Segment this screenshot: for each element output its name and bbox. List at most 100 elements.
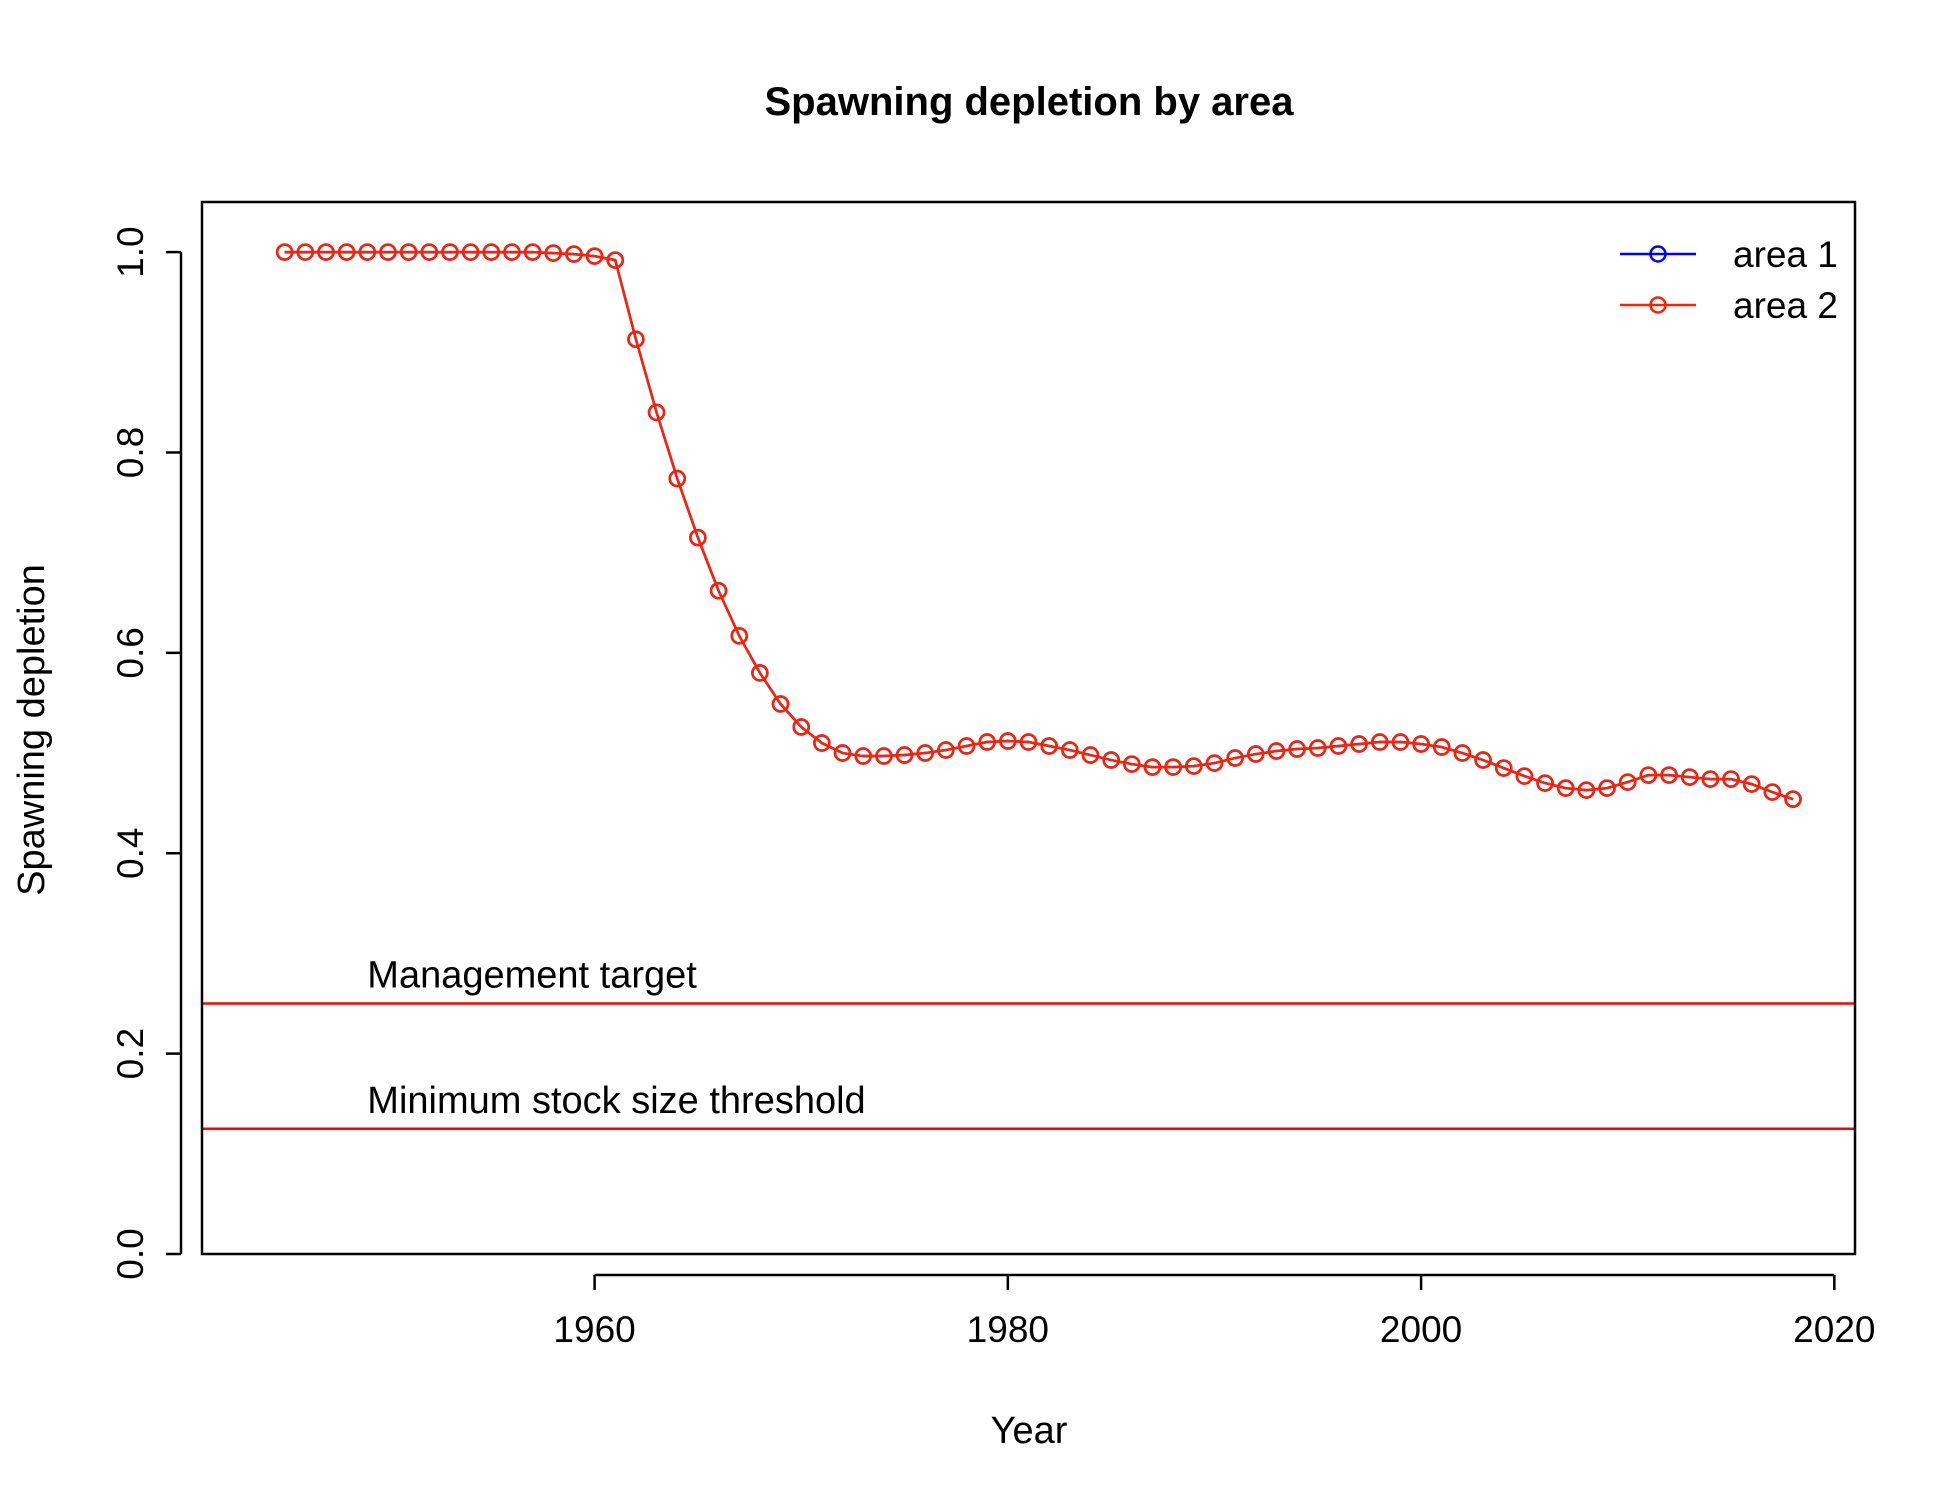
series-point xyxy=(565,245,583,263)
series-point xyxy=(585,247,604,265)
series-point xyxy=(668,469,686,488)
series-point xyxy=(1536,774,1554,792)
series-point xyxy=(1309,739,1327,757)
series-point xyxy=(1763,783,1782,801)
y-tick-label: 0.2 xyxy=(110,1028,151,1079)
x-tick-label: 1980 xyxy=(967,1309,1049,1350)
series-point xyxy=(1598,779,1616,797)
series-point xyxy=(978,733,996,751)
series-point xyxy=(1081,746,1100,764)
series-point xyxy=(1123,755,1141,773)
series-line xyxy=(284,250,1794,801)
series-point xyxy=(1618,773,1637,791)
series-point xyxy=(730,627,748,645)
series-point xyxy=(1722,770,1740,788)
series-point xyxy=(1660,766,1678,784)
y-tick-label: 0.6 xyxy=(110,627,151,678)
legend-marker xyxy=(1649,296,1667,314)
y-tick-label: 0.4 xyxy=(110,828,151,879)
series-point xyxy=(1433,738,1451,756)
series-point xyxy=(441,243,459,261)
plot-frame xyxy=(200,200,1857,1256)
x-tick-label: 2020 xyxy=(1793,1309,1875,1350)
y-tick-label: 1.0 xyxy=(110,226,151,277)
reference-line-label: Minimum stock size threshold xyxy=(367,1080,865,1122)
y-tick-label: 0.8 xyxy=(110,427,151,478)
series-point xyxy=(1267,742,1286,760)
legend-label: area 1 xyxy=(1733,234,1838,275)
series-point xyxy=(482,243,501,261)
legend-marker xyxy=(1649,245,1667,263)
series-point xyxy=(399,243,418,261)
series-point xyxy=(1515,767,1534,785)
series-point xyxy=(337,243,356,261)
series-point xyxy=(1061,741,1079,759)
series-point xyxy=(1288,740,1306,758)
series-line xyxy=(284,250,1794,801)
series-point xyxy=(461,243,480,261)
series-point xyxy=(296,243,315,261)
series-point xyxy=(771,695,790,713)
series-point xyxy=(709,581,728,600)
series-point xyxy=(689,528,707,547)
series-point xyxy=(1205,754,1224,772)
series-point xyxy=(1371,733,1389,751)
reference-line-label: Management target xyxy=(367,955,697,997)
series-point xyxy=(647,403,666,422)
series-point xyxy=(1701,770,1720,788)
series-point xyxy=(606,251,624,269)
series-point xyxy=(1639,766,1658,784)
series-point xyxy=(957,737,976,755)
series-point xyxy=(503,243,521,261)
series-point xyxy=(1226,749,1244,767)
series-point xyxy=(1680,768,1699,786)
legend: area 1 area 2 xyxy=(1620,234,1838,326)
series-point xyxy=(1453,744,1472,762)
series-point xyxy=(1350,735,1368,753)
series-point xyxy=(1185,757,1203,775)
y-axis: 0.0 0.2 0.4 0.6 0.8 1.0 xyxy=(110,226,183,1280)
series-point xyxy=(1742,775,1761,793)
series-point xyxy=(420,243,439,261)
series-point xyxy=(895,746,914,764)
series-point xyxy=(751,664,769,682)
series-point xyxy=(999,732,1017,750)
chart-title: Spawning depletion by area xyxy=(765,80,1295,124)
series-point xyxy=(1474,751,1492,769)
series-point xyxy=(1143,758,1162,776)
x-tick-label: 1960 xyxy=(553,1309,635,1350)
series-point xyxy=(544,244,563,262)
series-point xyxy=(523,243,542,261)
reference-lines: Management target Minimum stock size thre… xyxy=(202,955,1855,1131)
series-point xyxy=(1040,737,1058,755)
series-point xyxy=(1019,733,1038,751)
series-point xyxy=(1329,737,1348,755)
x-axis-label: Year xyxy=(991,1410,1068,1452)
series-point xyxy=(1102,751,1120,769)
series-point xyxy=(854,747,872,765)
series-point xyxy=(833,744,852,762)
series-point xyxy=(916,744,934,762)
series-point xyxy=(1412,735,1430,753)
series-point xyxy=(813,734,831,752)
legend-label: area 2 xyxy=(1733,285,1838,326)
y-axis-label: Spawning depletion xyxy=(11,564,53,896)
series-point xyxy=(275,243,294,261)
series-point xyxy=(627,330,645,349)
series-point xyxy=(358,243,377,261)
series-point xyxy=(1784,790,1802,808)
series-point xyxy=(317,243,335,261)
series-point xyxy=(1164,758,1182,776)
y-tick-label: 0.0 xyxy=(110,1228,151,1279)
series-point xyxy=(875,747,893,765)
series-point xyxy=(1391,733,1410,751)
series-point xyxy=(792,718,810,736)
series-point xyxy=(1556,779,1575,797)
series-point xyxy=(1247,745,1265,763)
x-tick-label: 2000 xyxy=(1380,1309,1462,1350)
series-point xyxy=(379,243,397,261)
series-layer xyxy=(275,243,1802,808)
series-point xyxy=(937,741,955,759)
series-point xyxy=(1494,759,1513,777)
